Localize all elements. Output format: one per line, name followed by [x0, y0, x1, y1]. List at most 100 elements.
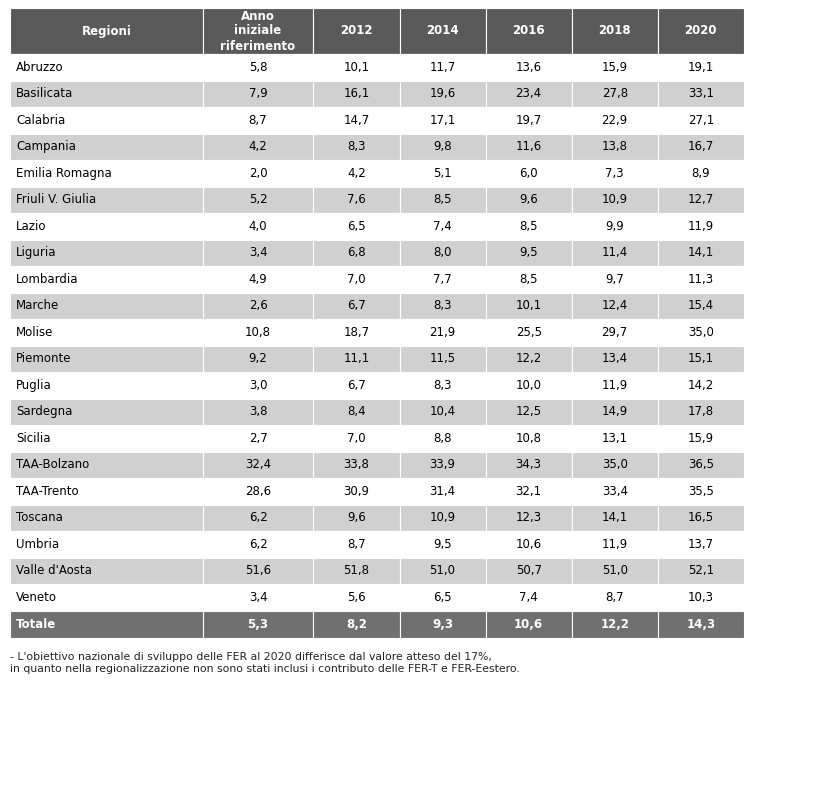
Bar [572, 319, 658, 345]
Bar [572, 133, 658, 160]
Text: 3,0: 3,0 [249, 379, 267, 391]
Text: 6,2: 6,2 [249, 538, 267, 551]
Bar [400, 213, 486, 240]
Bar [572, 611, 658, 638]
Text: in quanto nella regionalizzazione non sono stati inclusi i contributo delle FER-: in quanto nella regionalizzazione non so… [10, 665, 520, 674]
Text: 5,1: 5,1 [433, 167, 452, 179]
Text: 11,4: 11,4 [601, 246, 627, 260]
Bar [572, 187, 658, 213]
Text: 6,5: 6,5 [433, 591, 452, 603]
Bar [400, 319, 486, 345]
Text: 2018: 2018 [598, 25, 631, 37]
Text: 15,1: 15,1 [688, 353, 714, 365]
Bar [572, 54, 658, 80]
Text: 11,9: 11,9 [601, 379, 627, 391]
Text: 6,2: 6,2 [249, 511, 267, 524]
Bar [202, 80, 313, 107]
Bar [313, 187, 400, 213]
Bar [486, 584, 572, 611]
Text: - L'obiettivo nazionale di sviluppo delle FER al 2020 differisce dal valore atte: - L'obiettivo nazionale di sviluppo dell… [10, 652, 492, 661]
Text: 12,5: 12,5 [516, 405, 542, 418]
Bar [10, 452, 202, 478]
Text: TAA-Bolzano: TAA-Bolzano [16, 458, 89, 472]
Bar [202, 372, 313, 399]
Bar [313, 240, 400, 266]
Bar [658, 452, 744, 478]
Bar [572, 504, 658, 531]
Bar [202, 187, 313, 213]
Text: 6,7: 6,7 [347, 379, 366, 391]
Text: 9,9: 9,9 [606, 220, 624, 233]
Bar [313, 425, 400, 452]
Text: 3,4: 3,4 [249, 591, 267, 603]
Text: 10,0: 10,0 [516, 379, 542, 391]
Text: 10,6: 10,6 [516, 538, 542, 551]
Text: 4,0: 4,0 [249, 220, 267, 233]
Text: 15,4: 15,4 [688, 299, 714, 312]
Bar [400, 531, 486, 557]
Text: 10,6: 10,6 [514, 618, 543, 630]
Text: 10,4: 10,4 [429, 405, 455, 418]
Bar [400, 345, 486, 372]
Text: 9,3: 9,3 [432, 618, 453, 630]
Text: Calabria: Calabria [16, 114, 66, 127]
Text: 12,2: 12,2 [601, 618, 629, 630]
Text: 11,1: 11,1 [344, 353, 370, 365]
Text: Piemonte: Piemonte [16, 353, 71, 365]
Bar [10, 107, 202, 133]
Text: 36,5: 36,5 [688, 458, 714, 472]
Bar [658, 266, 744, 292]
Text: 9,2: 9,2 [249, 353, 267, 365]
Text: 8,7: 8,7 [606, 591, 624, 603]
Bar [658, 372, 744, 399]
Bar [658, 8, 744, 54]
Bar [658, 213, 744, 240]
Bar [486, 240, 572, 266]
Bar [313, 54, 400, 80]
Bar [486, 557, 572, 584]
Bar [313, 584, 400, 611]
Bar [658, 399, 744, 425]
Text: 7,0: 7,0 [347, 273, 365, 286]
Bar [486, 133, 572, 160]
Bar [202, 611, 313, 638]
Text: 18,7: 18,7 [344, 326, 370, 339]
Bar [658, 319, 744, 345]
Bar [486, 160, 572, 187]
Bar [10, 187, 202, 213]
Text: Regioni: Regioni [81, 25, 131, 37]
Bar [658, 240, 744, 266]
Bar [10, 133, 202, 160]
Text: 8,7: 8,7 [249, 114, 267, 127]
Bar [400, 80, 486, 107]
Text: 8,2: 8,2 [346, 618, 367, 630]
Text: 11,5: 11,5 [429, 353, 455, 365]
Text: 10,3: 10,3 [688, 591, 714, 603]
Text: 9,6: 9,6 [519, 193, 538, 206]
Bar [202, 557, 313, 584]
Bar [486, 531, 572, 557]
Bar [658, 80, 744, 107]
Text: 14,7: 14,7 [344, 114, 370, 127]
Text: 51,8: 51,8 [344, 565, 370, 577]
Text: 16,7: 16,7 [688, 141, 714, 153]
Text: 4,2: 4,2 [249, 141, 267, 153]
Bar [202, 133, 313, 160]
Bar [486, 187, 572, 213]
Bar [10, 345, 202, 372]
Text: Liguria: Liguria [16, 246, 56, 260]
Bar [202, 160, 313, 187]
Bar [202, 452, 313, 478]
Bar [313, 8, 400, 54]
Text: Puglia: Puglia [16, 379, 52, 391]
Text: Friuli V. Giulia: Friuli V. Giulia [16, 193, 96, 206]
Bar [10, 478, 202, 504]
Bar [10, 8, 202, 54]
Bar [486, 345, 572, 372]
Text: 10,8: 10,8 [516, 432, 542, 445]
Bar [400, 584, 486, 611]
Bar [658, 557, 744, 584]
Text: 3,8: 3,8 [249, 405, 267, 418]
Text: 7,4: 7,4 [519, 591, 538, 603]
Text: 11,6: 11,6 [516, 141, 542, 153]
